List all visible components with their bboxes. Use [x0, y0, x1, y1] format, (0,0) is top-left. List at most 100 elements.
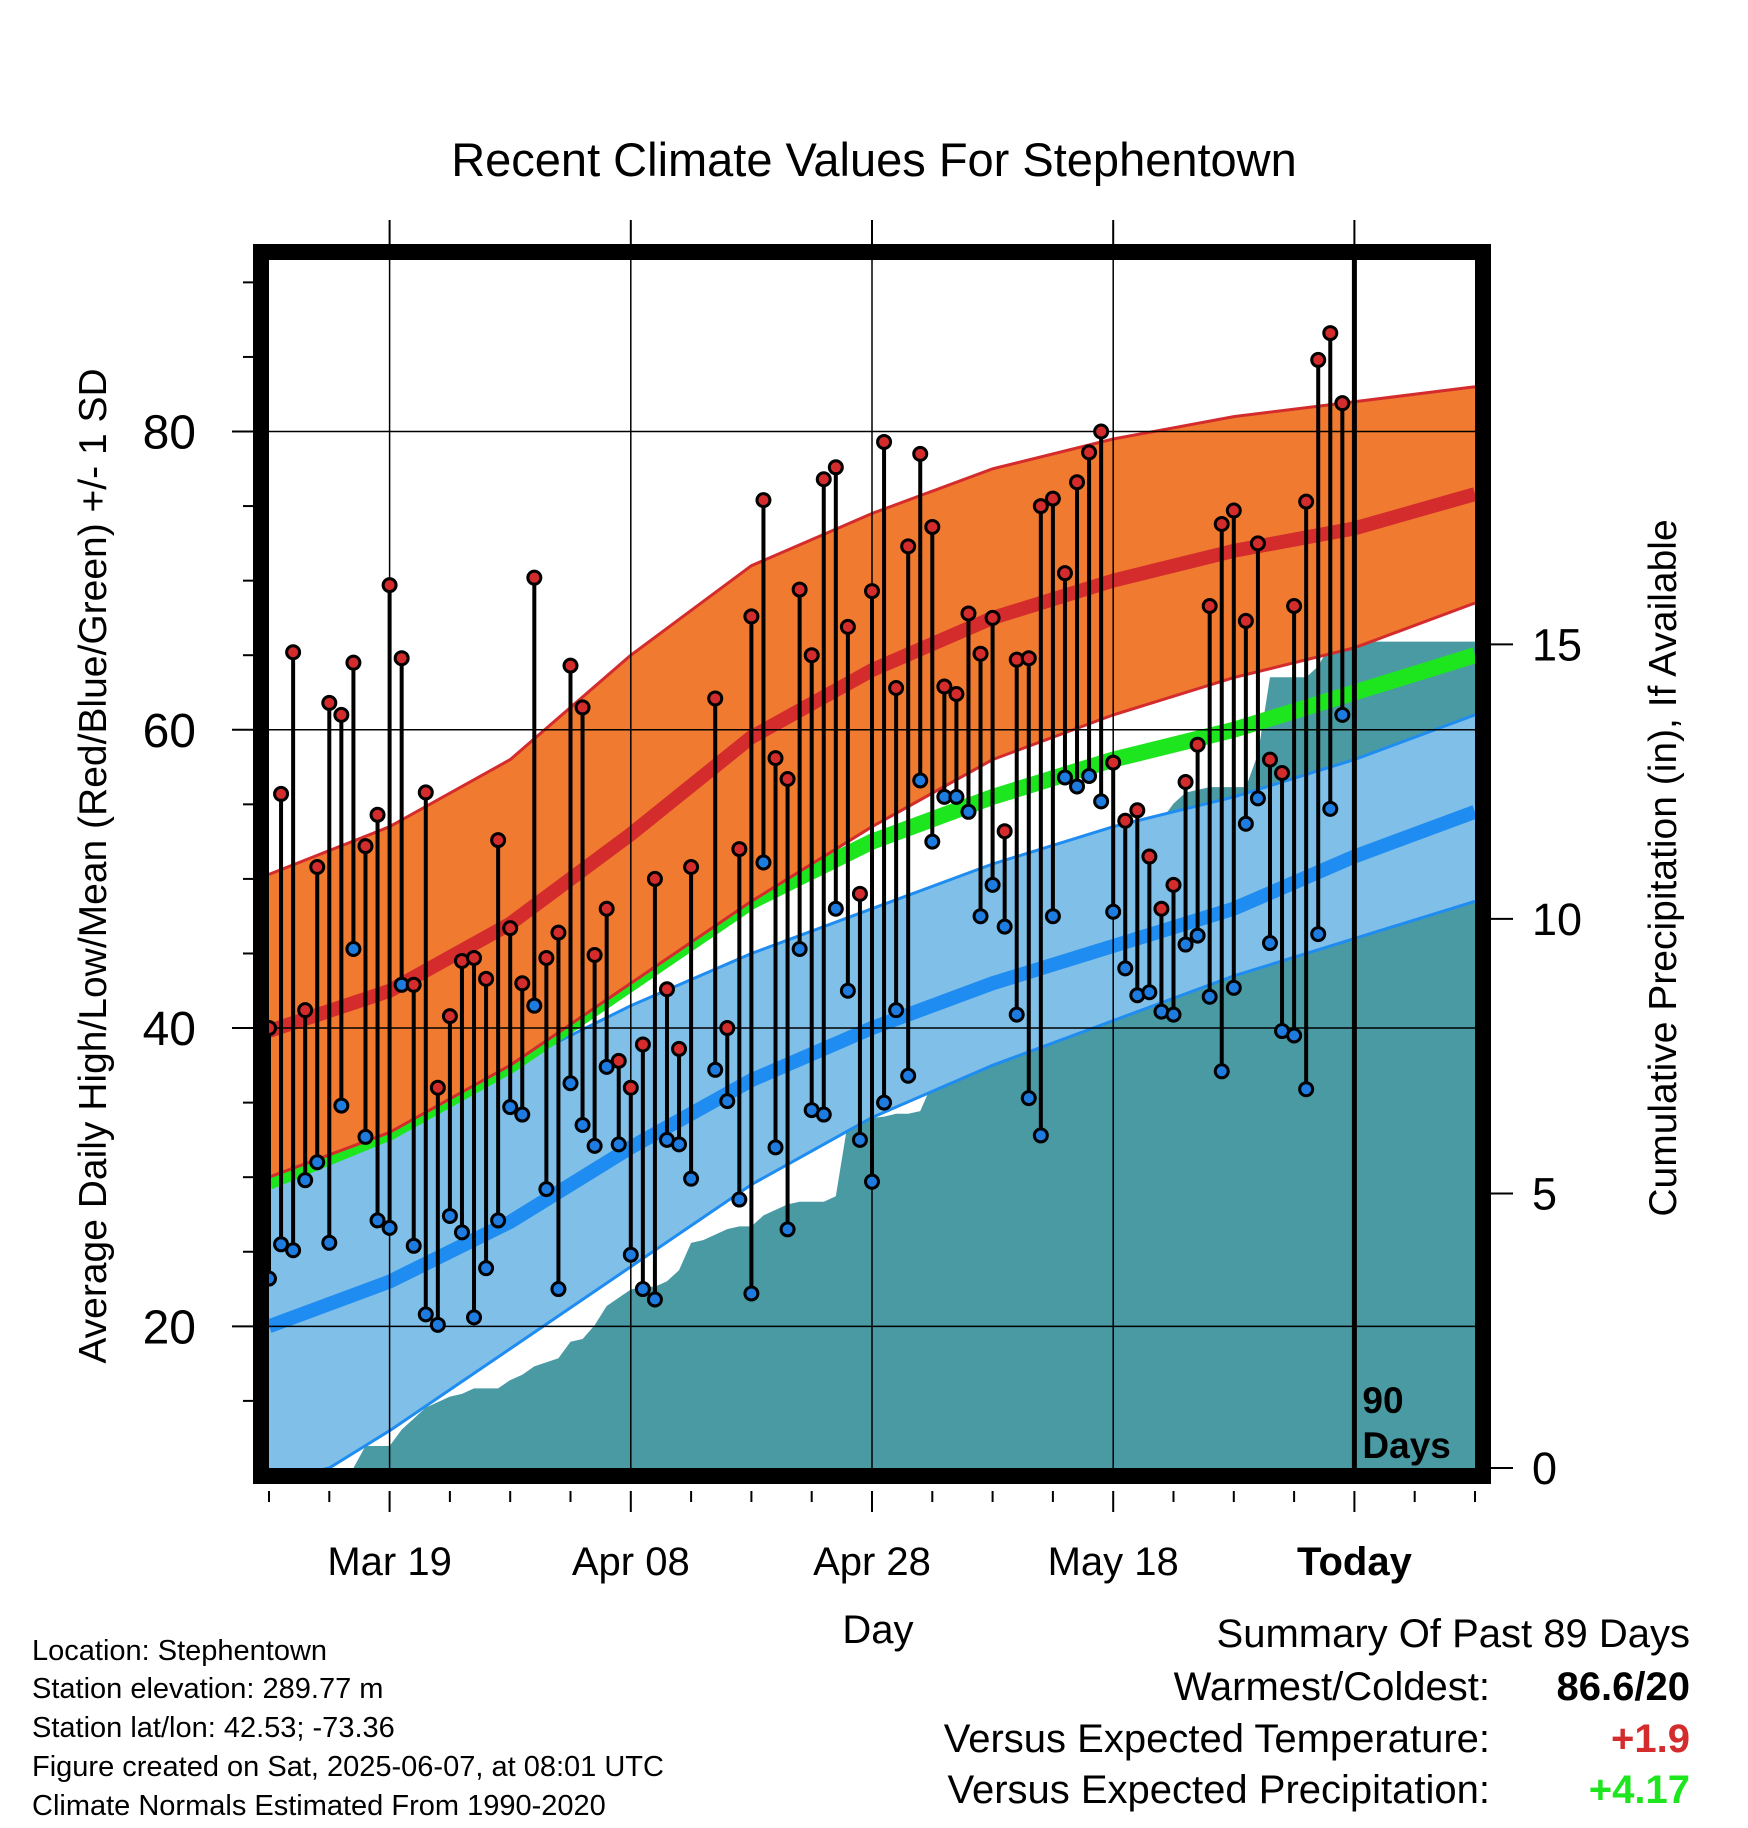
daily-low-point: [671, 1136, 688, 1153]
info-elevation: Station elevation: 289.77 m: [32, 1673, 384, 1705]
daily-high-point: [646, 870, 663, 887]
daily-high-point: [1286, 597, 1303, 614]
info-normals: Climate Normals Estimated From 1990-2020: [32, 1790, 606, 1822]
daily-low-point: [1081, 768, 1098, 785]
daily-low-point: [864, 1173, 880, 1190]
daily-low-point: [743, 1285, 760, 1302]
daily-high-point: [405, 976, 422, 993]
daily-low-point: [827, 900, 844, 917]
daily-low-point: [1261, 935, 1278, 952]
daily-high-point: [610, 1052, 627, 1069]
daily-low-point: [888, 1002, 905, 1019]
daily-low-point: [490, 1212, 507, 1229]
daily-low-point: [707, 1061, 724, 1078]
daily-low-point: [574, 1116, 591, 1133]
daily-low-point: [1117, 960, 1134, 977]
daily-low-point: [345, 941, 362, 958]
daily-low-point: [839, 982, 856, 999]
daily-low-point: [1334, 706, 1351, 723]
y-axis-label: Average Daily High/Low/Mean (Red/Blue/Gr…: [72, 368, 115, 1363]
daily-low-point: [381, 1219, 398, 1236]
daily-low-point: [984, 876, 1001, 893]
daily-high-point: [1249, 535, 1266, 552]
bottom-axis: Mar 19 Apr 08 Apr 28 May 18 Today: [268, 220, 1476, 1584]
daily-low-point: [767, 1139, 784, 1156]
daily-high-point: [1020, 650, 1037, 667]
info-latlon: Station lat/lon: 42.53; -73.36: [32, 1712, 395, 1744]
daily-bars: [261, 325, 1351, 1333]
daily-low-point: [1249, 790, 1266, 807]
summary-precipitation-row: Versus Expected Precipitation: +4.17: [947, 1768, 1690, 1813]
daily-high-point: [622, 1079, 639, 1096]
daily-low-point: [634, 1281, 651, 1298]
daily-low-point: [610, 1136, 627, 1153]
daily-low-point: [514, 1106, 531, 1123]
daily-high-point: [1117, 812, 1134, 829]
daily-high-point: [1165, 876, 1182, 893]
daily-high-point: [984, 609, 1001, 626]
daily-high-point: [683, 858, 700, 875]
daily-low-point: [900, 1067, 917, 1084]
daily-low-point: [972, 908, 989, 925]
bottom-axis-tick-label: Apr 28: [813, 1540, 931, 1584]
temperature-value: +1.9: [1611, 1717, 1690, 1761]
daily-high-point: [803, 647, 820, 664]
left-axis-tick-label: 40: [143, 1003, 196, 1056]
daily-low-point: [1020, 1090, 1037, 1107]
daily-high-point: [779, 770, 796, 787]
daily-low-point: [538, 1181, 555, 1198]
daily-low-point: [297, 1172, 314, 1189]
daily-high-point: [815, 471, 832, 488]
daily-high-point: [1141, 848, 1158, 865]
daily-low-point: [1189, 927, 1206, 944]
daily-high-point: [1044, 490, 1061, 507]
daily-high-point: [1093, 423, 1110, 440]
daily-high-point: [876, 433, 893, 450]
daily-high-point: [1213, 515, 1230, 532]
daily-high-point: [321, 694, 338, 711]
daily-low-point: [598, 1058, 615, 1075]
daily-high-point: [731, 841, 748, 858]
daily-high-point: [357, 838, 374, 855]
daily-high-point: [369, 806, 386, 823]
daily-high-point: [441, 1008, 458, 1025]
summary-title: Summary Of Past 89 Days: [1216, 1612, 1690, 1656]
daily-high-point: [309, 858, 326, 875]
daily-high-point: [478, 970, 495, 987]
daily-low-point: [791, 941, 808, 958]
temperature-label: Versus Expected Temperature:: [943, 1717, 1490, 1761]
today-days-number: 90: [1362, 1380, 1403, 1421]
x-axis-label: Day: [842, 1608, 913, 1652]
daily-low-point: [273, 1236, 290, 1253]
daily-low-point: [453, 1224, 470, 1241]
daily-high-point: [285, 644, 302, 661]
daily-low-point: [876, 1094, 893, 1111]
daily-high-point: [297, 1002, 314, 1019]
daily-low-point: [1225, 979, 1242, 996]
plot-frame: [253, 244, 1491, 1484]
daily-high-point: [562, 657, 579, 674]
daily-high-point: [574, 699, 591, 716]
daily-low-point: [1322, 800, 1339, 817]
daily-high-point: [1189, 736, 1206, 753]
daily-low-point: [1032, 1127, 1049, 1144]
daily-high-point: [1237, 612, 1254, 629]
daily-low-point: [417, 1306, 434, 1323]
daily-low-point: [779, 1221, 796, 1238]
daily-high-point: [972, 645, 989, 662]
daily-low-point: [622, 1246, 639, 1263]
right-axis: 0 5 10 15: [1491, 619, 1582, 1494]
daily-low-point: [1165, 1006, 1182, 1023]
daily-low-point: [429, 1316, 446, 1333]
y2-axis-label: Cumulative Precipitation (in), If Availa…: [1642, 519, 1685, 1216]
daily-high-point: [888, 680, 905, 697]
right-axis-tick-label: 10: [1532, 894, 1582, 945]
daily-high-point: [1105, 754, 1122, 771]
daily-high-point: [864, 583, 880, 600]
daily-high-point: [755, 492, 772, 509]
precipitation-value: +4.17: [1588, 1768, 1690, 1812]
daily-low-point: [502, 1099, 519, 1116]
daily-low-point: [851, 1131, 868, 1148]
daily-high-point: [791, 581, 808, 598]
daily-low-point: [646, 1291, 663, 1308]
